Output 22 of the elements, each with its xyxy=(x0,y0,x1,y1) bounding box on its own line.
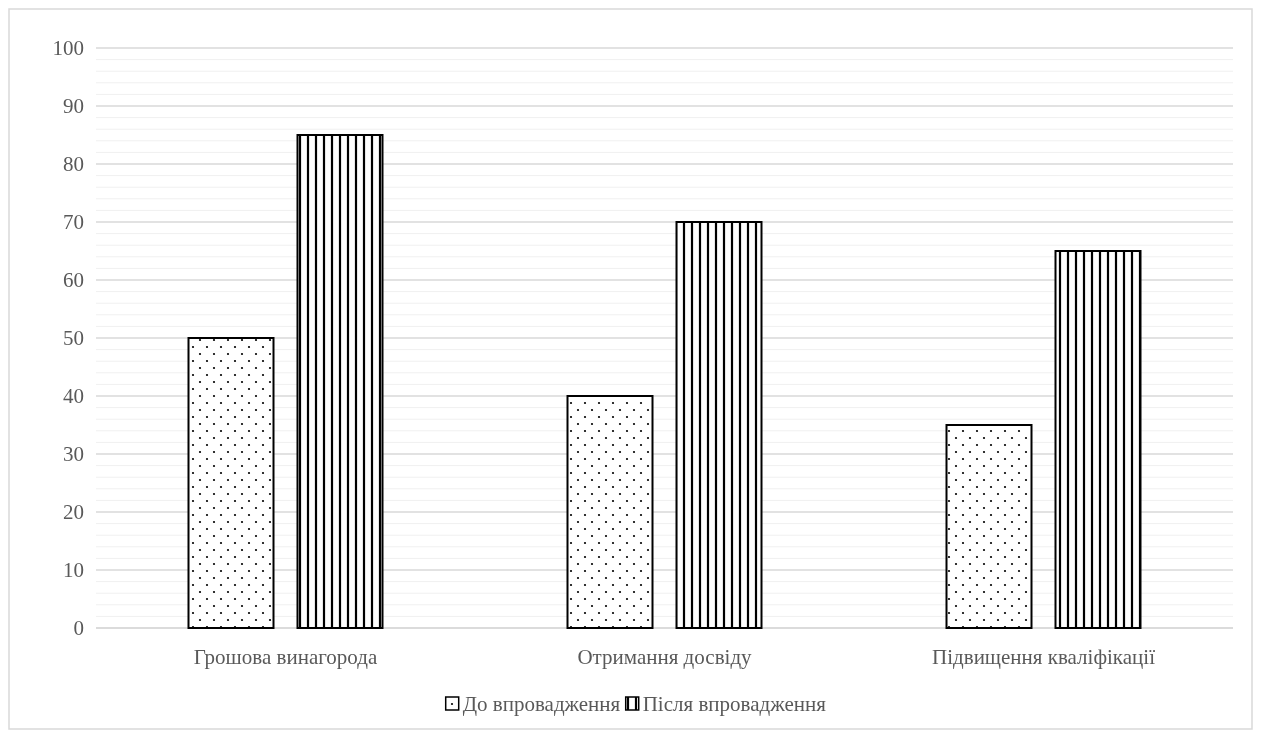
bar xyxy=(675,221,763,629)
y-tick-label: 0 xyxy=(73,616,84,641)
bar xyxy=(1054,250,1142,629)
legend-label: Після впровадження xyxy=(642,692,827,717)
y-tick-label: 40 xyxy=(63,384,84,409)
bar xyxy=(566,395,654,629)
x-tick-label: Підвищення кваліфікації xyxy=(932,645,1156,669)
y-tick-label: 100 xyxy=(52,36,84,61)
bar xyxy=(296,134,384,629)
bar xyxy=(945,424,1033,629)
y-tick-label: 90 xyxy=(63,94,84,119)
y-tick-label: 60 xyxy=(63,268,84,293)
x-tick-label: Грошова винагорода xyxy=(193,645,378,669)
y-tick-label: 50 xyxy=(63,326,84,351)
y-tick-label: 30 xyxy=(63,442,84,467)
y-tick-label: 80 xyxy=(63,152,84,177)
y-tick-label: 10 xyxy=(63,558,84,583)
bar xyxy=(187,337,275,629)
legend-label: До впровадження xyxy=(462,692,621,717)
x-tick-label: Отримання досвіду xyxy=(577,645,753,669)
y-tick-label: 70 xyxy=(63,210,84,235)
y-tick-label: 20 xyxy=(63,500,84,525)
